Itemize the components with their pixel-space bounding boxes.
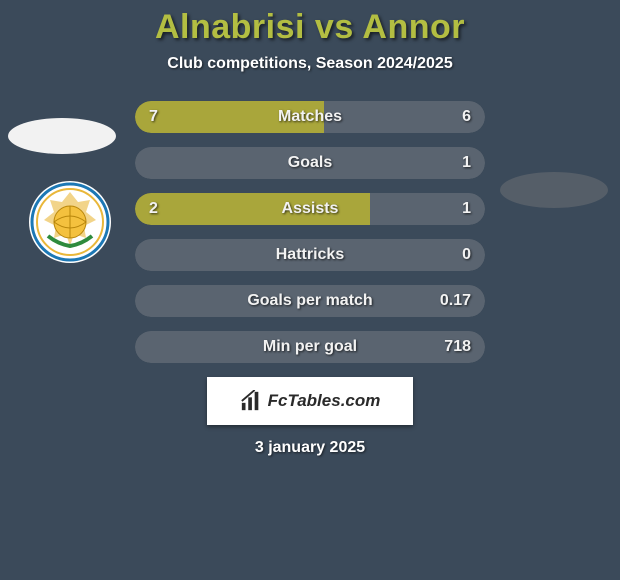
date-stamp: 3 january 2025 [0, 439, 620, 457]
stat-row: Hattricks0 [135, 239, 485, 271]
stat-row: Assists2 1 [135, 193, 485, 225]
stat-value-right: 6 [462, 101, 471, 133]
page-title: Alnabrisi vs Annor [0, 8, 620, 47]
stat-row: Goals per match0.17 [135, 285, 485, 317]
player-left-ellipse [8, 118, 116, 154]
site-label: FcTables.com [268, 391, 381, 411]
stat-label: Matches [135, 101, 485, 133]
stat-value-right: 718 [444, 331, 471, 363]
stat-label: Goals per match [135, 285, 485, 317]
stat-value-left: 2 [149, 193, 158, 225]
site-badge: FcTables.com [207, 377, 413, 425]
player-right-ellipse [500, 172, 608, 208]
stat-value-left: 7 [149, 101, 158, 133]
stat-label: Assists [135, 193, 485, 225]
stat-row: Matches7 6 [135, 101, 485, 133]
stat-label: Hattricks [135, 239, 485, 271]
stat-value-right: 1 [462, 147, 471, 179]
stat-label: Goals [135, 147, 485, 179]
stat-value-right: 0.17 [440, 285, 471, 317]
page-subtitle: Club competitions, Season 2024/2025 [0, 55, 620, 73]
club-crest-icon [28, 180, 112, 264]
stat-label: Min per goal [135, 331, 485, 363]
stat-value-right: 1 [462, 193, 471, 225]
bar-chart-icon [240, 390, 262, 412]
stat-value-right: 0 [462, 239, 471, 271]
stat-row: Goals1 [135, 147, 485, 179]
stat-row: Min per goal718 [135, 331, 485, 363]
comparison-bars: Matches76Goals1Assists21Hattricks0Goals … [135, 101, 485, 363]
